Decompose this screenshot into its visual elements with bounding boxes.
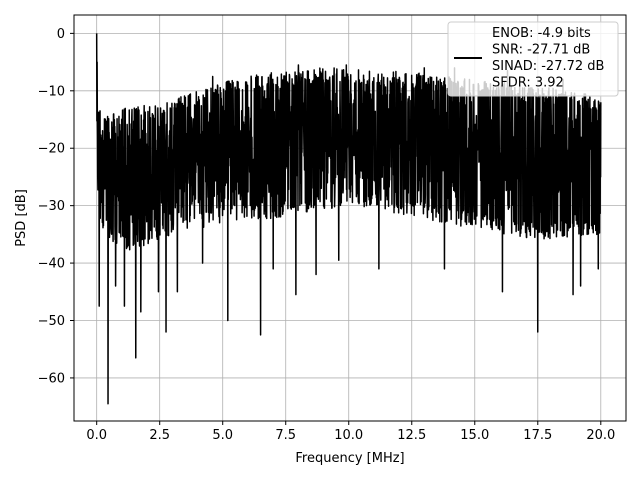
legend-line-0: ENOB: -4.9 bits [492,26,591,41]
y-tick-label: 0 [57,27,65,42]
x-tick-label: 20.0 [586,428,615,443]
y-tick-label: −30 [38,199,65,214]
y-tick-label: −50 [38,314,65,329]
y-tick-label: −20 [38,142,65,157]
y-tick-label: −10 [38,84,65,99]
legend-entry-text: ENOB: -4.9 bits SNR: -27.71 dB SINAD: -27.… [492,26,604,91]
legend-line-1: SNR: -27.71 dB [492,43,590,58]
x-axis-label: Frequency [MHz] [295,451,404,466]
x-tick-label: 2.5 [149,428,170,443]
x-tick-label: 7.5 [275,428,296,443]
legend-box [447,21,619,97]
x-tick-label: 5.0 [212,428,233,443]
psd-line [95,33,602,405]
x-tick-label: 12.5 [397,428,426,443]
psd-series [95,33,602,405]
legend-line-3: SFDR: 3.92 [492,76,564,91]
x-tick-label: 17.5 [523,428,552,443]
x-tick-label: 15.0 [460,428,489,443]
legend: ENOB: -4.9 bits SNR: -27.71 dB SINAD: -27.… [447,21,619,97]
y-tick-label: −40 [38,257,65,272]
y-axis-label: PSD [dB] [14,189,29,247]
y-axis-ticks: 0 −10 −20 −30 −40 −50 −60 [38,27,74,386]
legend-line-2: SINAD: -27.72 dB [492,59,604,74]
x-tick-label: 10.0 [334,428,363,443]
plot-frame [73,14,627,422]
x-axis-ticks: 0.0 2.5 5.0 7.5 10.0 12.5 15.0 17.5 20.0 [86,421,615,443]
x-tick-label: 0.0 [86,428,107,443]
y-tick-label: −60 [38,371,65,386]
